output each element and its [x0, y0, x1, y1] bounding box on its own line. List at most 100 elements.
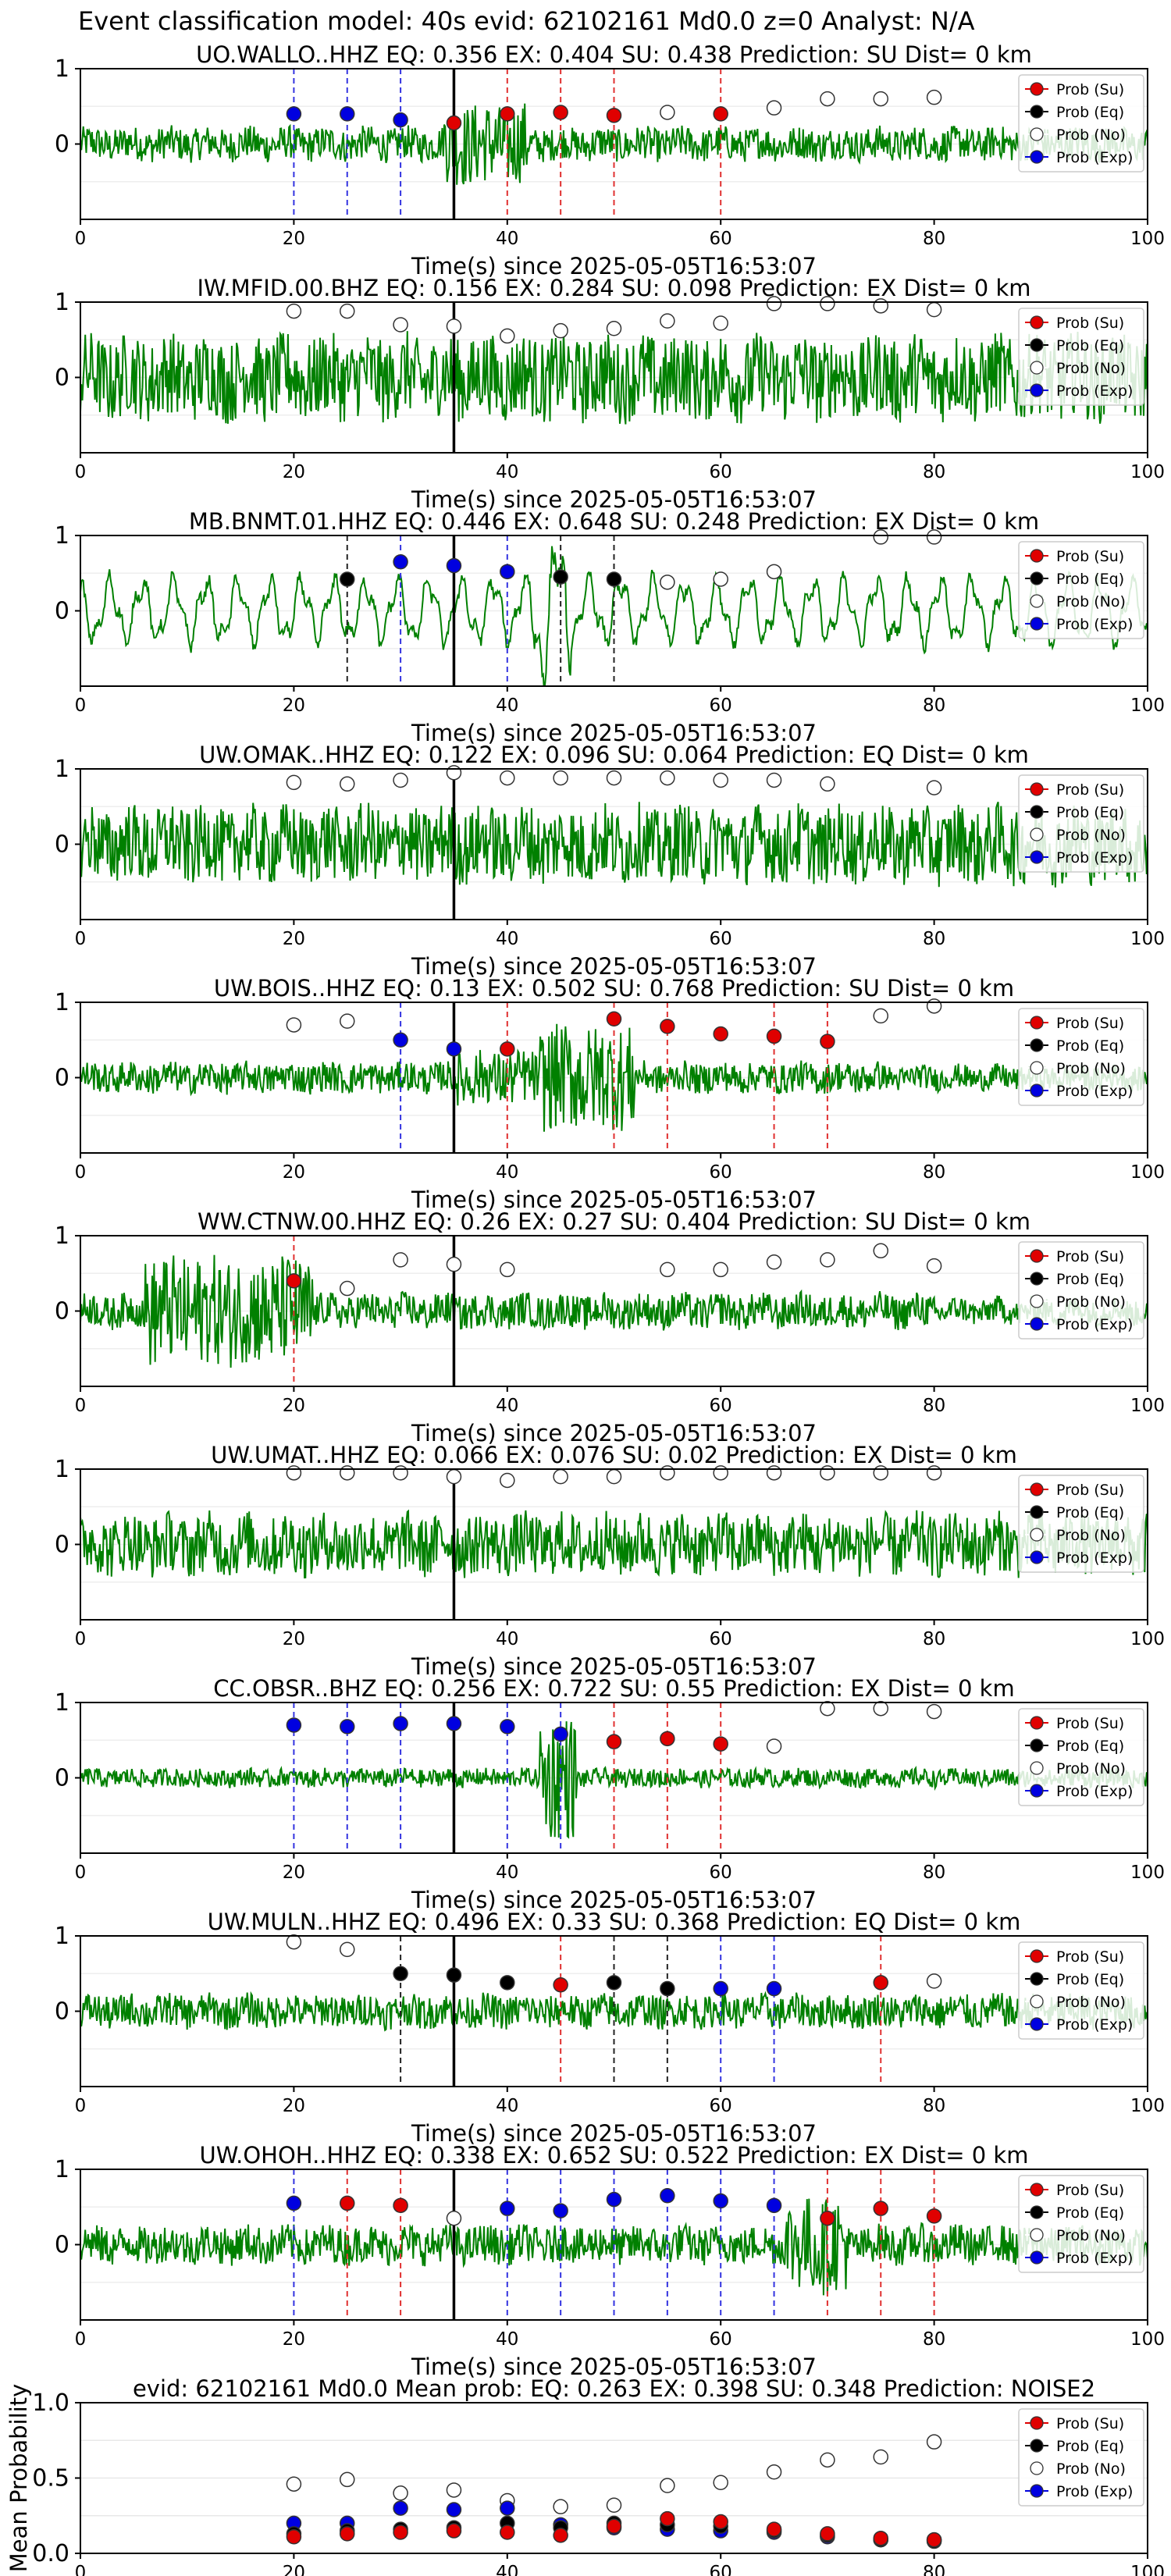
data-point: [340, 776, 355, 792]
legend-label: Prob (Eq): [1056, 804, 1124, 821]
legend-label: Prob (Exp): [1056, 1083, 1133, 1100]
x-axis-label: Time(s) since 2025-05-05T16:53:07: [411, 1187, 817, 1213]
data-point: [766, 1465, 782, 1481]
chart-panel-3: MB.BNMT.01.HHZ EQ: 0.446 EX: 0.648 SU: 0…: [55, 508, 1165, 746]
x-tick-label: 80: [923, 1629, 945, 1649]
chart-panel-1: UO.WALLO..HHZ EQ: 0.356 EX: 0.404 SU: 0.…: [55, 41, 1165, 279]
data-point: [660, 2188, 675, 2204]
plot-area: [80, 535, 1148, 686]
x-tick-label: 20: [283, 696, 305, 716]
data-point: [286, 1017, 302, 1033]
x-tick-label: 0: [75, 1863, 87, 1883]
data-point: [660, 770, 675, 786]
x-tick-label: 40: [496, 2096, 518, 2116]
panel-title: UW.MULN..HHZ EQ: 0.496 EX: 0.33 SU: 0.36…: [208, 1909, 1021, 1935]
data-point: [926, 1973, 942, 1989]
legend-label: Prob (Eq): [1056, 104, 1124, 121]
y-tick-label: 1: [55, 55, 69, 83]
x-tick-label: 40: [496, 929, 518, 949]
x-tick-label: 80: [923, 2563, 945, 2576]
data-point: [446, 1967, 462, 1983]
chart-panel-8: CC.OBSR..BHZ EQ: 0.256 EX: 0.722 SU: 0.5…: [55, 1675, 1165, 1913]
x-tick-label: 60: [710, 2329, 732, 2350]
x-tick-label: 0: [75, 1629, 87, 1649]
legend: Prob (Su) Prob (Eq) Prob (No) Prob (Exp): [1018, 1241, 1144, 1340]
data-point: [340, 1280, 355, 1297]
data-point: [713, 2475, 728, 2491]
legend-marker: [1030, 1949, 1044, 1963]
legend-marker: [1030, 1317, 1044, 1331]
data-point: [926, 780, 942, 795]
legend-box: [1018, 1941, 1144, 2040]
y-tick-label: 1: [55, 1923, 69, 1950]
data-point: [286, 774, 302, 791]
x-axis-label: Time(s) since 2025-05-05T16:53:07: [411, 953, 817, 980]
data-point: [713, 772, 728, 788]
data-point: [553, 770, 568, 786]
data-point: [553, 1726, 568, 1742]
legend-box: [1018, 2408, 1144, 2507]
x-tick-label: 100: [1130, 229, 1165, 249]
legend-label: Prob (Exp): [1056, 2483, 1133, 2500]
x-tick-label: 20: [283, 2329, 305, 2350]
x-tick-label: 40: [496, 1396, 518, 1416]
x-tick-label: 40: [496, 229, 518, 249]
x-tick-label: 100: [1130, 1629, 1165, 1649]
legend-marker: [1030, 2228, 1044, 2242]
legend-label: Prob (Exp): [1056, 149, 1133, 166]
y-tick-label: 1: [55, 2156, 69, 2183]
data-point: [286, 1934, 302, 1950]
data-point: [660, 1731, 675, 1747]
data-point: [500, 770, 515, 786]
data-point: [500, 1719, 515, 1735]
data-point: [873, 1465, 888, 1481]
y-tick-label: 0: [55, 1065, 69, 1092]
legend-label: Prob (Su): [1056, 548, 1124, 565]
data-point: [446, 318, 462, 334]
legend-label: Prob (Su): [1056, 1482, 1124, 1499]
y-tick-label: 1: [55, 989, 69, 1016]
chart-panel-2: IW.MFID.00.BHZ EQ: 0.156 EX: 0.284 SU: 0…: [55, 275, 1165, 513]
x-tick-label: 40: [496, 2329, 518, 2350]
legend-box: [1018, 308, 1144, 406]
data-point: [286, 2195, 302, 2211]
data-point: [553, 1976, 568, 1993]
data-point: [606, 571, 622, 587]
legend: Prob (Su) Prob (Eq) Prob (No) Prob (Exp): [1018, 2175, 1144, 2273]
legend-label: Prob (Exp): [1056, 849, 1133, 866]
data-point: [926, 1465, 942, 1481]
x-axis-label: Time(s) since 2025-05-05T16:53:07: [411, 1420, 817, 1446]
data-point: [500, 1472, 515, 1489]
x-tick-label: 0: [75, 1396, 87, 1416]
waveform-trace: [80, 1023, 1148, 1132]
legend-marker: [1030, 1528, 1044, 1542]
data-point: [340, 2471, 355, 2488]
legend-label: Prob (Su): [1056, 315, 1124, 332]
legend: Prob (Su) Prob (Eq) Prob (No) Prob (Exp): [1018, 308, 1144, 406]
data-point: [286, 303, 302, 319]
x-tick-label: 80: [923, 929, 945, 949]
data-point: [340, 1465, 355, 1481]
x-tick-label: 20: [283, 1162, 305, 1183]
data-point: [766, 772, 782, 788]
data-point: [820, 1700, 835, 1717]
legend-marker: [1030, 1249, 1044, 1263]
y-tick-label: 1.0: [32, 2389, 69, 2417]
panel-title: UW.BOIS..HHZ EQ: 0.13 EX: 0.502 SU: 0.76…: [214, 975, 1014, 1002]
legend-label: Prob (Eq): [1056, 2204, 1124, 2222]
data-point: [713, 1736, 728, 1752]
data-point: [553, 1468, 568, 1485]
legend-label: Prob (Su): [1056, 781, 1124, 799]
legend: Prob (Su) Prob (Eq) Prob (No) Prob (Exp): [1018, 1941, 1144, 2040]
x-tick-label: 40: [496, 696, 518, 716]
data-point: [660, 2510, 675, 2527]
legend: Prob (Su) Prob (Eq) Prob (No) Prob (Exp): [1018, 2408, 1144, 2507]
y-tick-label: 0: [55, 131, 69, 158]
data-point: [873, 1243, 888, 1259]
data-point: [766, 100, 782, 116]
x-tick-label: 100: [1130, 1396, 1165, 1416]
y-tick-label: 0: [55, 831, 69, 859]
panel-title: evid: 62102161 Md0.0 Mean prob: EQ: 0.26…: [133, 2375, 1095, 2402]
legend-box: [1018, 1008, 1144, 1106]
legend-label: Prob (Su): [1056, 1948, 1124, 1966]
